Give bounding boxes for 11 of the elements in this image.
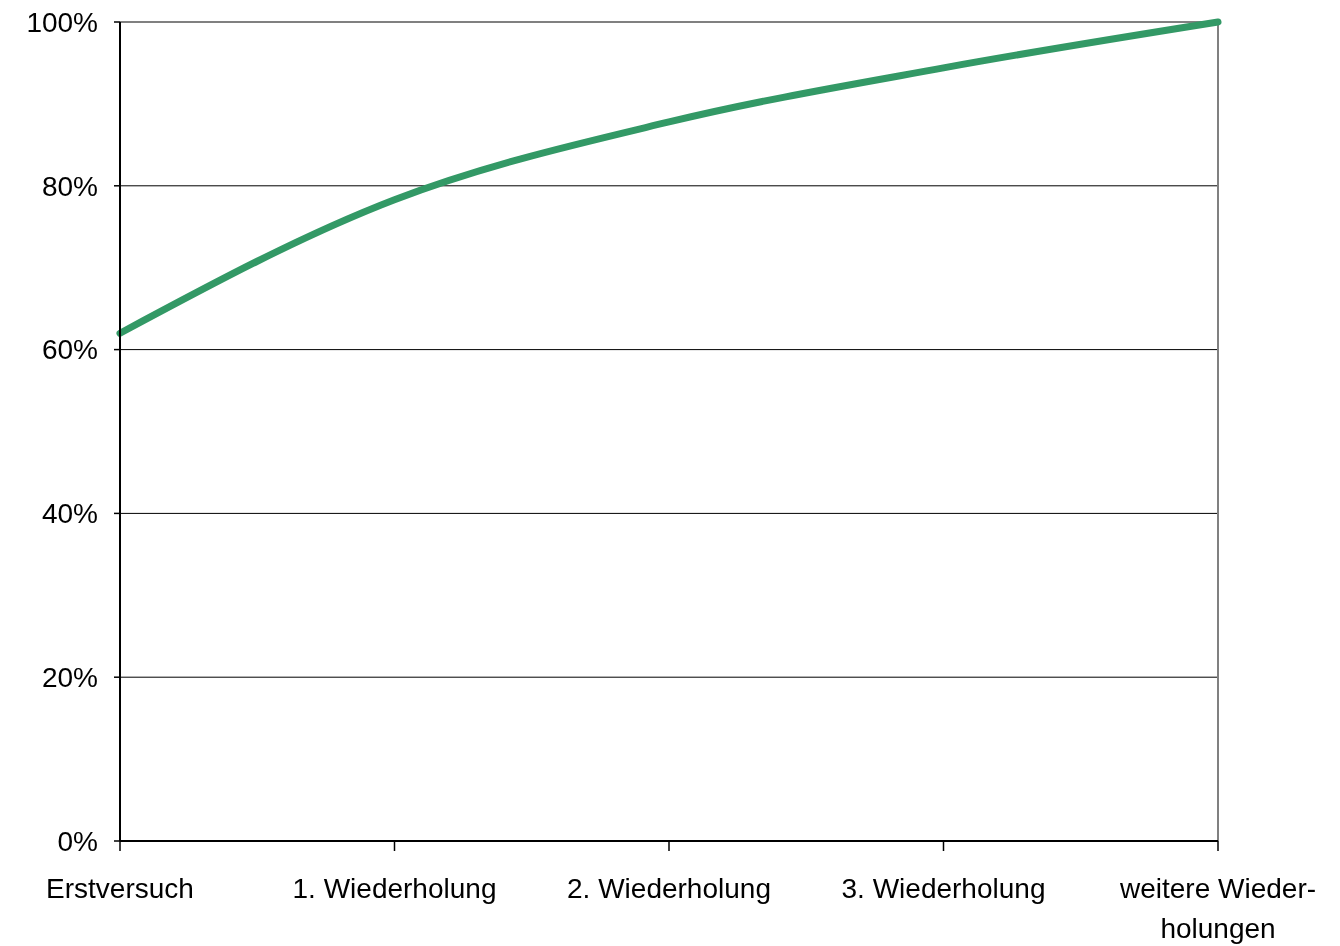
x-tick-label: 2. Wiederholung (567, 873, 771, 904)
y-tick-label: 80% (41, 170, 98, 202)
y-tick-label: 60% (41, 334, 98, 366)
y-tick-label: 20% (41, 662, 98, 693)
x-tick-label: 1. Wiederholung (292, 873, 497, 904)
y-tick-label: 40% (41, 498, 98, 530)
y-tick-label: 0% (57, 825, 98, 857)
x-tick-label: 3. Wiederholung (841, 873, 1046, 904)
y-tick-label: 100% (26, 6, 98, 38)
x-tick-label: weitere Wieder- holungen (1118, 873, 1317, 944)
x-tick-label: Erstversuch (46, 873, 194, 904)
